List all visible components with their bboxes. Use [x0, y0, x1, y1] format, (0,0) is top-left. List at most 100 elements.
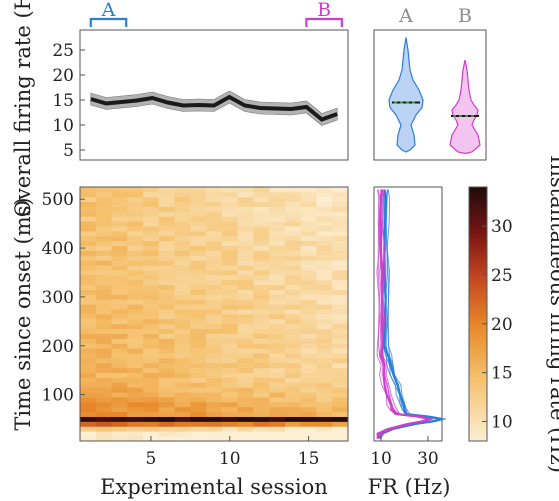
heatmap-cell [158, 274, 175, 281]
heatmap-cell [127, 436, 144, 442]
heatmap-cell [269, 431, 286, 437]
heatmap-cell [221, 196, 239, 203]
heatmap-cell [127, 270, 144, 276]
heatmap-cell [332, 436, 349, 442]
heatmap-cell [284, 294, 302, 300]
heatmap-cell [284, 377, 302, 383]
heatmap-cell [190, 201, 207, 207]
heatmap-cell [237, 216, 254, 222]
heatmap-cell [316, 270, 333, 276]
heatmap-cell [300, 226, 317, 232]
heatmap-cell [158, 191, 175, 198]
heatmap-cell [237, 221, 254, 227]
heatmap-cell [269, 196, 286, 203]
heatmap-cell [284, 343, 302, 349]
heatmap-cell [111, 333, 128, 339]
heatmap-cell [269, 323, 286, 330]
heatmap-cell [316, 304, 333, 310]
heatmap-cell [80, 353, 97, 359]
heatmap-cell [206, 333, 223, 339]
heatmap-cell [111, 431, 128, 437]
heatmap-cell [206, 387, 223, 393]
heatmap-cell [190, 187, 207, 193]
heatmap-cell [332, 411, 349, 417]
heatmap-cell [316, 353, 333, 359]
heatmap-cell [174, 274, 191, 281]
heatmap-cell [174, 196, 191, 203]
heatmap-cell [332, 196, 349, 203]
heatmap-cell [95, 284, 112, 290]
heatmap-cell [143, 382, 160, 388]
heatmap-cell [221, 289, 239, 295]
heatmap-cell [127, 387, 144, 393]
heatmap-cell [111, 284, 128, 290]
heatmap-cell [143, 284, 160, 290]
heatmap-cell [332, 206, 349, 212]
heatmap-cell [174, 323, 191, 330]
heatmap-cell [221, 333, 239, 339]
heatmap-cell [300, 416, 317, 422]
heatmap-cell [127, 333, 144, 339]
heatmap-x-ticks: 5 10 15 [146, 436, 319, 469]
heatmap-cell [237, 387, 254, 393]
heatmap-cell [269, 270, 286, 276]
heatmap-cell [158, 304, 175, 310]
heatmap-cell [190, 348, 207, 354]
heatmap-cell [253, 401, 270, 408]
heatmap-cell [206, 211, 223, 217]
heatmap-cell [316, 377, 333, 383]
heatmap-cell [158, 411, 175, 417]
heatmap-cell [206, 304, 223, 310]
heatmap-cell [237, 353, 254, 359]
heatmap-cell [316, 191, 333, 198]
heatmap-cell [127, 382, 144, 388]
heatmap-cell [190, 260, 207, 266]
heatmap-cell [221, 406, 239, 413]
heatmap-cell [80, 357, 97, 364]
heatmap-cell [127, 411, 144, 417]
heatmap-cell [332, 367, 349, 374]
heatmap-cell [316, 372, 333, 378]
heatmap-cell [80, 235, 97, 242]
heatmap-cell [253, 318, 270, 325]
heatmap-cell [80, 397, 97, 403]
heatmap-cell [190, 426, 207, 432]
heatmap-cell [80, 323, 97, 330]
heatmap-cell [127, 289, 144, 295]
heatmap-cell [332, 343, 349, 349]
heatmap-cell [300, 318, 317, 325]
heatmap-cell [143, 392, 160, 398]
heatmap-cell [190, 250, 207, 256]
heatmap-cell [221, 348, 239, 354]
heatmap-cell [253, 314, 270, 320]
heatmap-cell [127, 367, 144, 374]
heatmap-cell [143, 187, 160, 193]
heatmap-cell [95, 353, 112, 359]
heatmap-cell [332, 265, 349, 271]
heatmap-cell [269, 338, 286, 344]
heatmap-cell [190, 338, 207, 344]
heatmap-cell [316, 250, 333, 256]
heatmap-cell [269, 382, 286, 388]
heatmap-cell [284, 318, 302, 325]
heatmap-cell [143, 265, 160, 271]
heatmap-cell [269, 411, 286, 417]
heatmap-cell [253, 416, 270, 422]
heatmap-cell [127, 299, 144, 305]
heatmap-cell [316, 211, 333, 217]
heatmap-cell [174, 294, 191, 300]
heatmap-cell [284, 191, 302, 198]
heatmap-cell [95, 392, 112, 398]
heatmap-cell [237, 421, 254, 427]
heatmap-cell [269, 353, 286, 359]
heatmap-cell [111, 299, 128, 305]
heatmap-cell [237, 372, 254, 378]
heatmap-cell [221, 338, 239, 344]
heatmap-cell [143, 250, 160, 256]
heatmap-cell [206, 382, 223, 388]
heatmap-cell [190, 314, 207, 320]
heatmap-cell [316, 221, 333, 227]
heatmap-cell [80, 338, 97, 344]
heatmap-cell [143, 299, 160, 305]
heatmap-cell [300, 333, 317, 339]
